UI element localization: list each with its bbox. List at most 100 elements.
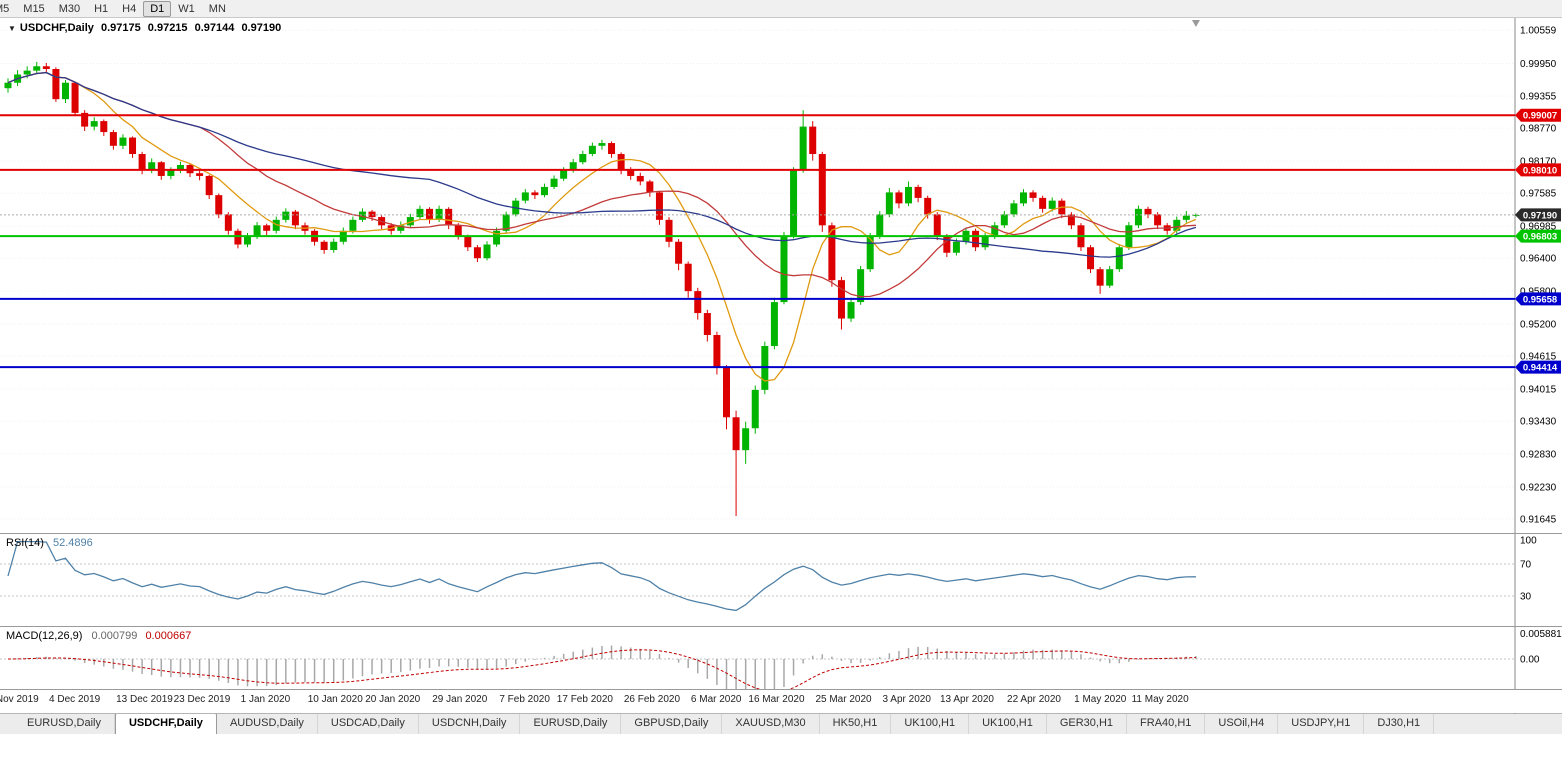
time-axis-label: 7 Feb 2020 <box>499 694 550 705</box>
rsi-axis-label: 30 <box>1520 592 1532 603</box>
price-axis-label: 0.96400 <box>1520 254 1557 265</box>
chart-tab-usdchf-1[interactable]: USDCHF,Daily <box>114 714 217 734</box>
price-axis-label: 0.94015 <box>1520 385 1557 396</box>
collapse-chart-icon[interactable]: ▼ <box>8 24 16 33</box>
price-axis-label: 0.92230 <box>1520 482 1557 493</box>
time-axis-label: 6 Mar 2020 <box>690 694 742 705</box>
macd-axis-label: 0.00 <box>1520 654 1540 665</box>
rsi-line <box>7 540 1196 612</box>
chart-tab-uk100-9[interactable]: UK100,H1 <box>891 714 970 734</box>
macd-main-value: 0.000799 <box>91 630 138 642</box>
time-axis-label: 20 Jan 2020 <box>365 694 421 705</box>
chart-tab-fra40-12[interactable]: FRA40,H1 <box>1127 714 1206 734</box>
macd-label: MACD(12,26,9) 0.000799 0.000667 <box>6 630 191 642</box>
time-axis-label: 1 Jan 2020 <box>240 694 291 705</box>
symbol-period-label: USDCHF,Daily <box>19 22 94 34</box>
time-axis-label: 26 Feb 2020 <box>623 694 681 705</box>
price-pane: 1.00559 0.99950 0.99355 0.98770 0.98170 0.975… <box>0 18 1562 533</box>
price-axis-label: 0.98770 <box>1520 124 1557 135</box>
time-axis-label: 22 Apr 2020 <box>1007 694 1061 705</box>
open-value: 0.97175 <box>100 22 141 34</box>
price-axis-label: 0.96985 <box>1520 222 1557 233</box>
svg-text:0.99007: 0.99007 <box>1523 111 1557 122</box>
timeframe-button-m30[interactable]: M30 <box>52 1 87 17</box>
svg-text:0.98010: 0.98010 <box>1523 165 1557 176</box>
price-axis-label: 0.97585 <box>1520 189 1557 200</box>
chart-tab-eurusd-5[interactable]: EURUSD,Daily <box>520 714 622 734</box>
high-value: 0.97215 <box>147 22 188 34</box>
chart-tab-eurusd-0[interactable]: EURUSD,Daily <box>14 714 115 734</box>
time-axis-label: 29 Jan 2020 <box>432 694 488 705</box>
price-tag: 0.94414 <box>1515 360 1561 374</box>
svg-text:0.95658: 0.95658 <box>1523 294 1557 305</box>
macd-signal-value: 0.000667 <box>145 630 192 642</box>
price-axis-label: 0.93430 <box>1520 417 1557 428</box>
chart-tab-ger30-11[interactable]: GER30,H1 <box>1047 714 1128 734</box>
low-value: 0.97144 <box>194 22 235 34</box>
chart-tab-xauusd-7[interactable]: XAUUSD,M30 <box>722 714 820 734</box>
svg-text:0.97190: 0.97190 <box>1523 210 1557 221</box>
rsi-pane: 100 70 30 RSI(14) 52.4896 <box>0 533 1562 626</box>
time-axis-label: 17 Feb 2020 <box>556 694 613 705</box>
chart-tab-usoil-13[interactable]: USOil,H4 <box>1205 714 1279 734</box>
chart-tab-hk50-8[interactable]: HK50,H1 <box>820 714 892 734</box>
moving-average-8 <box>7 71 1197 382</box>
price-tag: 0.98010 <box>1515 163 1561 177</box>
chart-tab-dj30-15[interactable]: DJ30,H1 <box>1364 714 1435 734</box>
chart-tab-uk100-10[interactable]: UK100,H1 <box>969 714 1047 734</box>
svg-text:0.94414: 0.94414 <box>1523 363 1558 374</box>
time-axis-label: 16 Mar 2020 <box>748 694 805 705</box>
price-axis-label: 0.92830 <box>1520 450 1557 461</box>
chart-tab-gbpusd-6[interactable]: GBPUSD,Daily <box>621 714 723 734</box>
moving-average-45 <box>7 71 1197 258</box>
macd-axis-label: 0.0058818 <box>1520 629 1562 640</box>
time-axis-label: 4 Dec 2019 <box>49 694 101 705</box>
timeframe-button-h1[interactable]: H1 <box>87 1 115 17</box>
time-axis-label: 11 May 2020 <box>1131 694 1189 705</box>
chart-region: 1.00559 0.99950 0.99355 0.98770 0.98170 0.975… <box>0 18 1562 714</box>
rsi-axis-label: 70 <box>1520 560 1532 571</box>
price-axis-label: 0.94615 <box>1520 352 1557 363</box>
price-axis-label: 0.95200 <box>1520 320 1557 331</box>
moving-average-21 <box>7 71 1196 298</box>
chart-tab-usdjpy-14[interactable]: USDJPY,H1 <box>1278 714 1365 734</box>
chart-tabs-bar: EURUSD,Daily USDCHF,Daily AUDUSD,Daily USDC… <box>0 713 1562 734</box>
chart-shift-marker-icon[interactable] <box>1191 20 1200 27</box>
chart-tab-audusd-2[interactable]: AUDUSD,Daily <box>217 714 318 734</box>
time-axis-label: 23 Dec 2019 <box>173 694 231 705</box>
price-axis-label: 0.99950 <box>1520 59 1557 70</box>
price-gridlines <box>0 29 1515 520</box>
close-value: 0.97190 <box>241 22 282 34</box>
macd-signal-line <box>7 649 1196 693</box>
timeframe-button-m5[interactable]: M5 <box>0 1 16 17</box>
time-axis-label: 1 May 2020 <box>1074 694 1127 705</box>
time-axis-label: 3 Apr 2020 <box>882 694 931 705</box>
time-axis-label: 25 Mar 2020 <box>815 694 872 705</box>
price-axis-label: 1.00559 <box>1520 26 1557 37</box>
timeframe-button-d1[interactable]: D1 <box>143 0 172 17</box>
rsi-chart: 100 70 30 <box>0 534 1537 626</box>
timeframe-button-w1[interactable]: W1 <box>171 1 202 17</box>
chart-tab-usdcad-3[interactable]: USDCAD,Daily <box>318 714 419 734</box>
rsi-label: RSI(14) 52.4896 <box>6 537 93 549</box>
candlestick-series <box>4 61 1200 516</box>
timeframe-button-m15[interactable]: M15 <box>16 1 51 17</box>
timeframe-button-mn[interactable]: MN <box>202 1 233 17</box>
chart-tab-usdcnh-4[interactable]: USDCNH,Daily <box>419 714 521 734</box>
rsi-current-value: 52.4896 <box>52 537 93 549</box>
time-axis-label: 10 Jan 2020 <box>307 694 363 705</box>
rsi-indicator-name: RSI(14) <box>6 537 44 549</box>
time-axis-label: 25 Nov 2019 <box>0 694 39 705</box>
rsi-axis-label: 100 <box>1520 536 1537 547</box>
svg-text:0.96803: 0.96803 <box>1523 232 1557 243</box>
time-axis-label: 13 Apr 2020 <box>940 694 994 705</box>
price-axis-label: 0.95800 <box>1520 287 1557 298</box>
chart-title: ▼ USDCHF,Daily 0.97175 0.97215 0.97144 0.… <box>8 22 285 34</box>
price-axis-label: 0.91645 <box>1520 515 1557 526</box>
timeframe-button-h4[interactable]: H4 <box>115 1 143 17</box>
price-tag: 0.99007 <box>1515 108 1561 122</box>
price-axis-label: 0.99355 <box>1520 92 1557 103</box>
macd-indicator-name: MACD(12,26,9) <box>6 630 83 642</box>
